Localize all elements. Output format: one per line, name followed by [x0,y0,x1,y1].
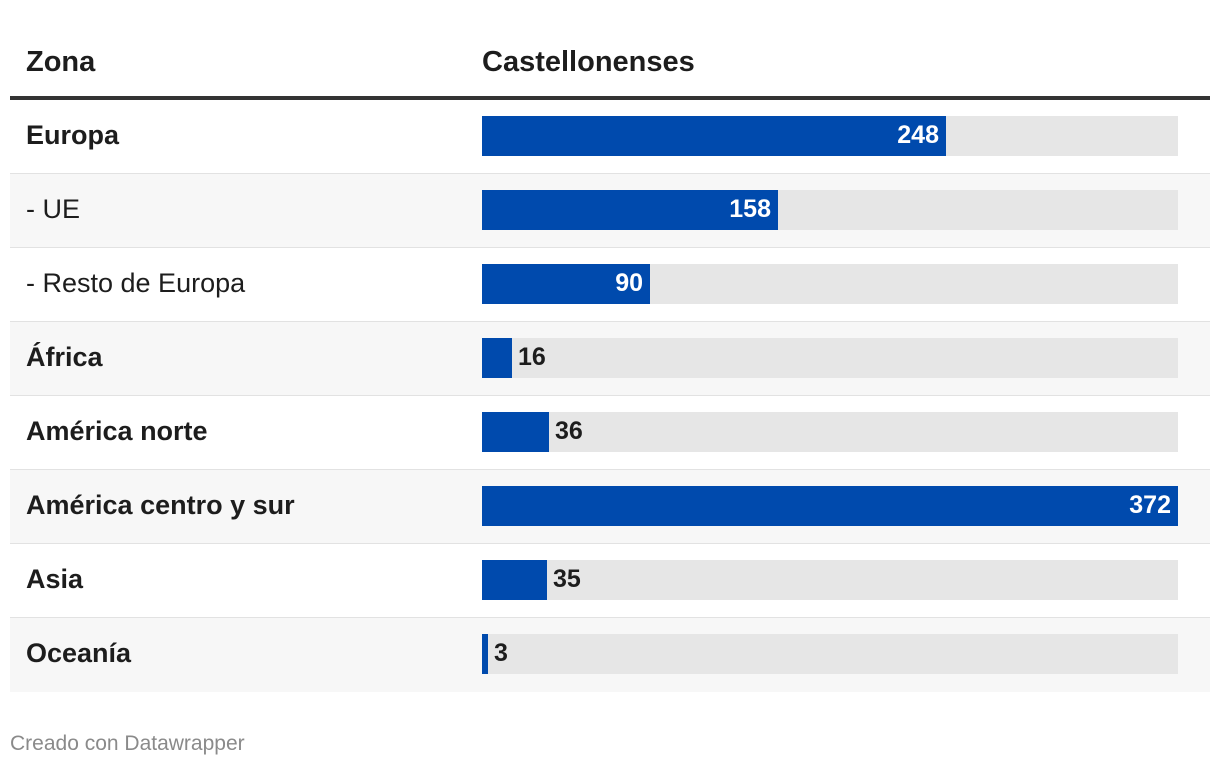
bar [482,338,512,378]
table-row: - Resto de Europa 90 [10,248,1210,322]
value-label: 248 [897,121,939,149]
table-row: - UE 158 [10,174,1210,248]
value-label: 35 [553,565,581,593]
row-label: América norte [26,416,208,446]
column-header-castellonenses: Castellonenses [482,46,695,78]
bar-track: 3 [482,634,1178,674]
table-row: Asia 35 [10,544,1210,618]
bar-track: 248 [482,116,1178,156]
bar [482,190,778,230]
row-label: África [26,342,103,372]
row-label: América centro y sur [26,490,295,520]
row-label: Europa [26,120,120,150]
row-label: - Resto de Europa [26,268,246,298]
value-label: 90 [615,269,643,297]
bar [482,116,946,156]
column-header-zona: Zona [26,46,96,78]
bar [482,486,1178,526]
bar-track: 35 [482,560,1178,600]
table-row: África 16 [10,322,1210,396]
bar-track: 90 [482,264,1178,304]
table-row: Europa 248 [10,100,1210,174]
value-label: 36 [555,417,583,445]
data-table: Zona Castellonenses Europa 248 - UE 158 - Re… [10,30,1210,692]
table-body: Europa 248 - UE 158 - Resto de Europa 90 Áfric… [10,100,1210,692]
bar-track: 372 [482,486,1178,526]
row-label: Asia [26,564,84,594]
row-label: - UE [26,194,80,224]
value-label: 16 [518,343,546,371]
bar [482,560,547,600]
bar [482,634,488,674]
table-row: América centro y sur 372 [10,470,1210,544]
table-row: América norte 36 [10,396,1210,470]
value-label: 158 [729,195,771,223]
value-label: 3 [494,639,508,667]
table-row: Oceanía 3 [10,618,1210,692]
datawrapper-credit: Creado con Datawrapper [10,732,245,755]
value-label: 372 [1129,491,1171,519]
table-header: Zona Castellonenses [10,30,1210,100]
row-label: Oceanía [26,638,132,668]
bar-track: 36 [482,412,1178,452]
bar-track: 16 [482,338,1178,378]
bar-track: 158 [482,190,1178,230]
bar [482,264,650,304]
bar [482,412,549,452]
